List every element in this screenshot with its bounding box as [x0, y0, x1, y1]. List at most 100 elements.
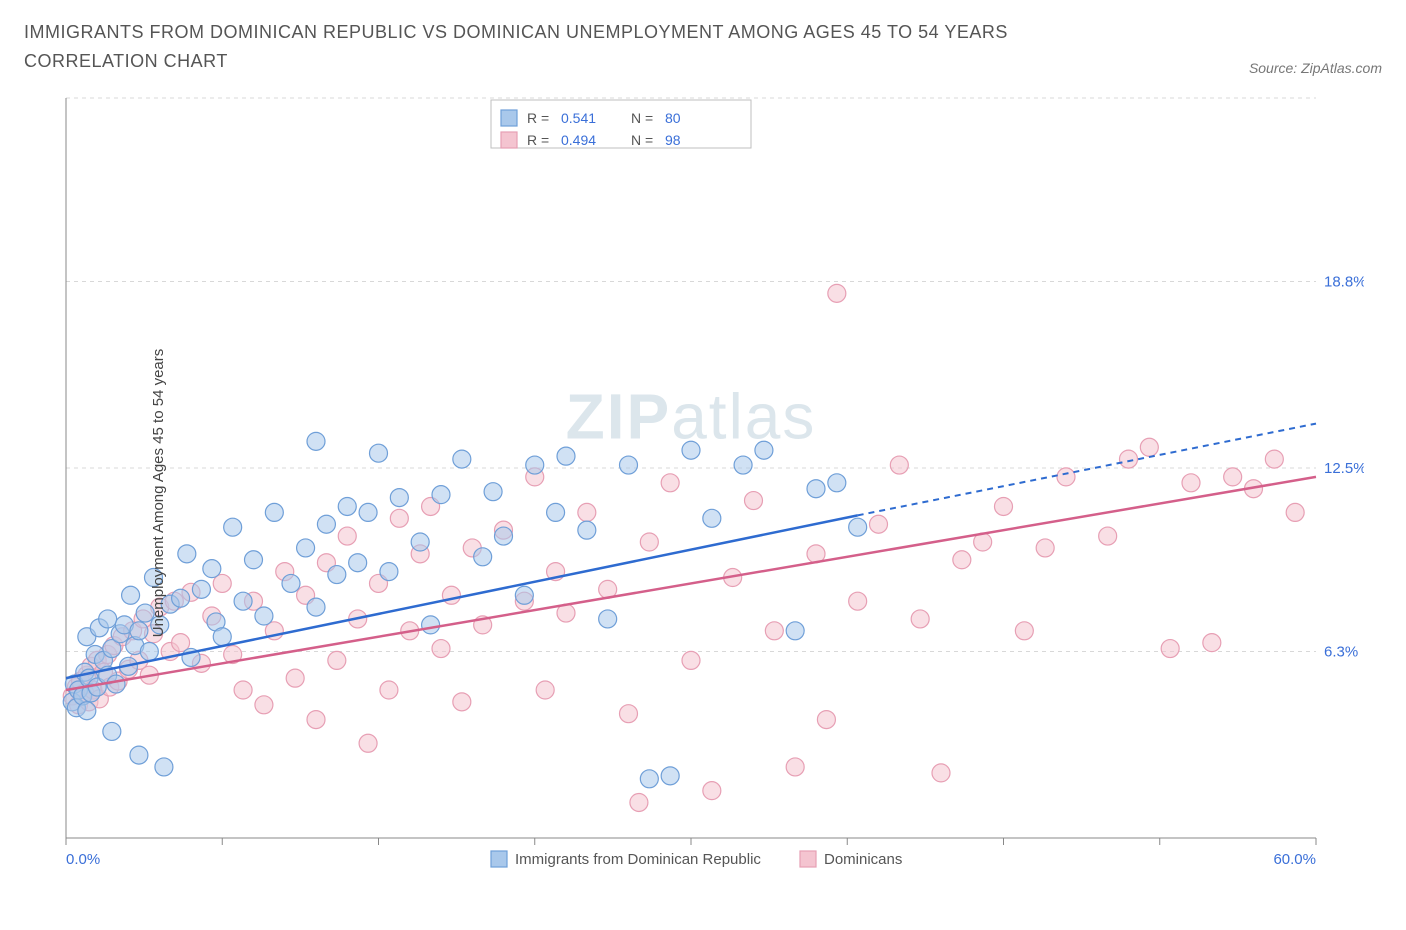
- point-series-a: [317, 515, 335, 533]
- point-series-a: [203, 560, 221, 578]
- point-series-a: [307, 432, 325, 450]
- legend-n-label: N =: [631, 110, 653, 126]
- y-axis-label: Unemployment Among Ages 45 to 54 years: [150, 349, 167, 638]
- point-series-b: [1161, 640, 1179, 658]
- point-series-a: [130, 622, 148, 640]
- point-series-a: [213, 628, 231, 646]
- point-series-a: [122, 586, 140, 604]
- point-series-b: [1224, 468, 1242, 486]
- scatter-chart: 6.3%12.5%18.8%0.0%60.0%ZIPatlasR =0.541N…: [24, 90, 1364, 880]
- point-series-a: [682, 441, 700, 459]
- point-series-a: [99, 610, 117, 628]
- point-series-a: [453, 450, 471, 468]
- point-series-b: [682, 651, 700, 669]
- point-series-b: [995, 497, 1013, 515]
- bottom-legend-swatch: [491, 851, 507, 867]
- point-series-b: [1036, 539, 1054, 557]
- point-series-b: [307, 711, 325, 729]
- point-series-a: [297, 539, 315, 557]
- point-series-a: [172, 589, 190, 607]
- legend-r-value: 0.494: [561, 132, 596, 148]
- point-series-b: [1182, 474, 1200, 492]
- point-series-a: [411, 533, 429, 551]
- trendline-a-dashed: [858, 424, 1316, 516]
- point-series-b: [390, 509, 408, 527]
- y-tick-label: 12.5%: [1324, 460, 1364, 477]
- point-series-b: [1015, 622, 1033, 640]
- point-series-a: [557, 447, 575, 465]
- bottom-legend-label: Dominicans: [824, 851, 902, 868]
- point-series-b: [1265, 450, 1283, 468]
- point-series-b: [255, 696, 273, 714]
- point-series-b: [1203, 634, 1221, 652]
- point-series-b: [380, 681, 398, 699]
- point-series-a: [130, 746, 148, 764]
- point-series-a: [328, 566, 346, 584]
- x-tick-label: 60.0%: [1273, 851, 1316, 868]
- point-series-b: [703, 782, 721, 800]
- point-series-b: [890, 456, 908, 474]
- point-series-b: [932, 764, 950, 782]
- point-series-b: [1099, 527, 1117, 545]
- point-series-b: [849, 592, 867, 610]
- point-series-b: [286, 669, 304, 687]
- point-series-a: [282, 574, 300, 592]
- point-series-a: [661, 767, 679, 785]
- point-series-a: [495, 527, 513, 545]
- point-series-a: [380, 563, 398, 581]
- point-series-a: [338, 497, 356, 515]
- point-series-b: [620, 705, 638, 723]
- point-series-a: [245, 551, 263, 569]
- point-series-a: [849, 518, 867, 536]
- point-series-b: [328, 651, 346, 669]
- point-series-a: [786, 622, 804, 640]
- point-series-a: [349, 554, 367, 572]
- point-series-a: [307, 598, 325, 616]
- legend-r-label: R =: [527, 132, 549, 148]
- legend-r-label: R =: [527, 110, 549, 126]
- point-series-a: [515, 586, 533, 604]
- legend-swatch: [501, 132, 517, 148]
- point-series-b: [338, 527, 356, 545]
- point-series-a: [807, 480, 825, 498]
- legend-n-value: 80: [665, 110, 681, 126]
- chart-title: IMMIGRANTS FROM DOMINICAN REPUBLIC VS DO…: [24, 18, 1104, 76]
- point-series-b: [453, 693, 471, 711]
- point-series-b: [765, 622, 783, 640]
- point-series-a: [578, 521, 596, 539]
- point-series-a: [140, 643, 158, 661]
- point-series-a: [547, 503, 565, 521]
- point-series-a: [599, 610, 617, 628]
- legend-swatch: [501, 110, 517, 126]
- point-series-b: [953, 551, 971, 569]
- point-series-a: [703, 509, 721, 527]
- point-series-b: [786, 758, 804, 776]
- point-series-b: [745, 492, 763, 510]
- legend-n-value: 98: [665, 132, 681, 148]
- point-series-a: [370, 444, 388, 462]
- point-series-b: [1286, 503, 1304, 521]
- point-series-b: [442, 586, 460, 604]
- point-series-b: [817, 711, 835, 729]
- point-series-b: [630, 793, 648, 811]
- point-series-b: [234, 681, 252, 699]
- x-tick-label: 0.0%: [66, 851, 100, 868]
- legend-n-label: N =: [631, 132, 653, 148]
- point-series-a: [155, 758, 173, 776]
- bottom-legend-swatch: [800, 851, 816, 867]
- point-series-b: [578, 503, 596, 521]
- point-series-b: [536, 681, 554, 699]
- point-series-a: [178, 545, 196, 563]
- point-series-b: [359, 734, 377, 752]
- point-series-b: [911, 610, 929, 628]
- point-series-b: [828, 284, 846, 302]
- bottom-legend-label: Immigrants from Dominican Republic: [515, 851, 761, 868]
- point-series-b: [432, 640, 450, 658]
- point-series-a: [828, 474, 846, 492]
- point-series-a: [224, 518, 242, 536]
- point-series-a: [78, 702, 96, 720]
- point-series-a: [192, 580, 210, 598]
- point-series-a: [390, 489, 408, 507]
- point-series-a: [107, 675, 125, 693]
- point-series-b: [1140, 438, 1158, 456]
